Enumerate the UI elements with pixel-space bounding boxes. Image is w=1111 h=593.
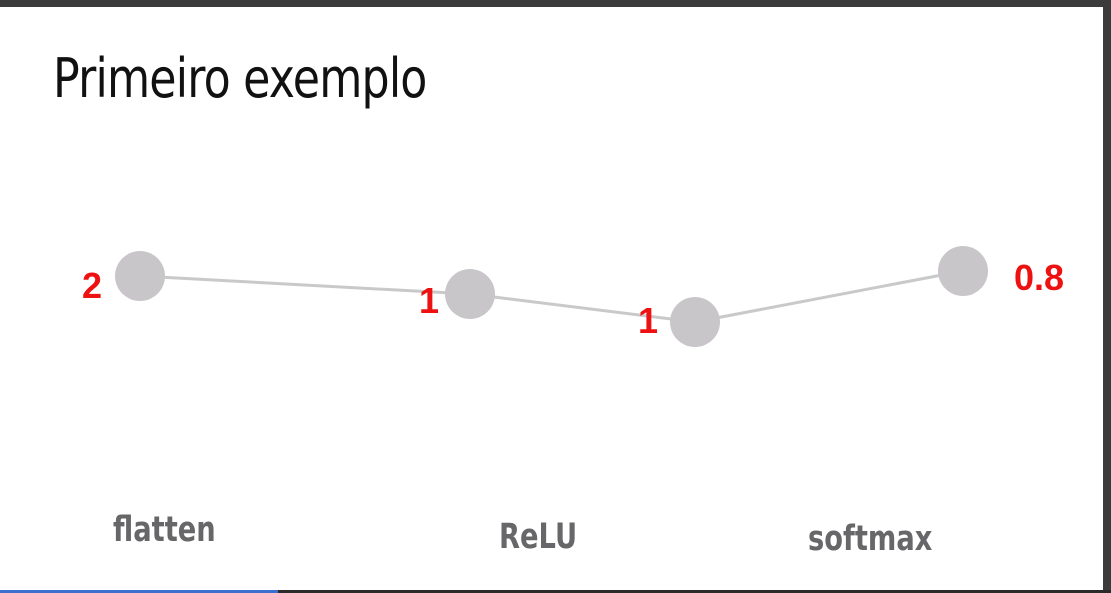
edge-2-3 [469,292,696,324]
node-4 [938,246,988,296]
node-3-value: 1 [638,300,658,341]
bottom-bar [0,590,1111,593]
slide-title: Primeiro exemplo [53,47,427,110]
layer-label-relu: ReLU [499,517,578,557]
layer-label-flatten: flatten [113,510,216,550]
edge-1-2 [139,274,471,296]
node-1 [115,251,165,301]
progress-strip [0,590,278,593]
node-2 [445,269,495,319]
network-diagram: 2 1 1 0.8 [82,246,1064,347]
node-4-value: 0.8 [1014,257,1064,298]
node-1-value: 2 [82,265,102,306]
edge-3-4 [694,269,964,324]
layer-label-softmax: softmax [808,519,933,559]
node-2-value: 1 [419,280,439,321]
slide: Primeiro exemplo 2 1 1 0.8 flatten ReLU … [0,7,1103,590]
node-3 [670,297,720,347]
